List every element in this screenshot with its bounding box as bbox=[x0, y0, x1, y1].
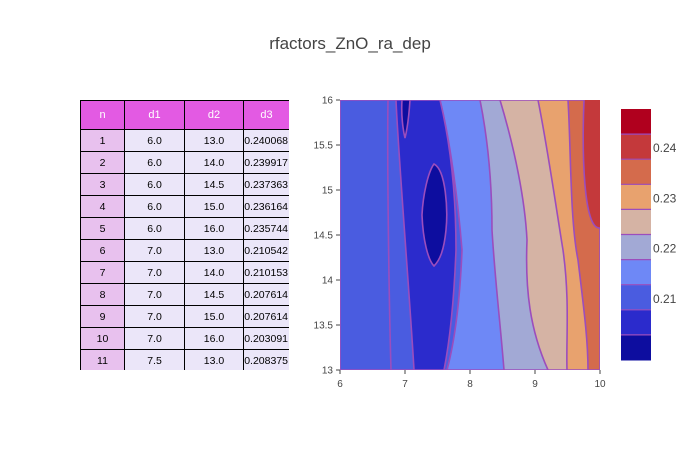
table-cell-d2: 13.0 bbox=[184, 349, 244, 370]
chart-title: rfactors_ZnO_ra_dep bbox=[269, 34, 431, 53]
table-cell-d1: 7.0 bbox=[124, 283, 185, 306]
colorbar-segment bbox=[621, 134, 651, 160]
table-cell-n: 9 bbox=[80, 305, 125, 328]
x-tick-label: 10 bbox=[594, 379, 606, 390]
table-cell-d3: 0.240068 bbox=[243, 129, 289, 152]
colorbar-segment bbox=[621, 284, 651, 311]
colorbar-segment bbox=[621, 334, 651, 361]
colorbar-segment bbox=[621, 159, 651, 185]
x-tick-label: 7 bbox=[402, 379, 408, 390]
table-cell-d2: 13.0 bbox=[184, 129, 244, 152]
table-cell-d1: 6.0 bbox=[124, 217, 185, 240]
y-tick-label: 14 bbox=[322, 276, 334, 287]
table-cell-n: 10 bbox=[80, 327, 125, 350]
contour-fill bbox=[340, 100, 600, 370]
y-tick-label: 15.5 bbox=[314, 141, 334, 152]
table-cell-d2: 14.0 bbox=[184, 261, 244, 284]
table-cell-d3: 0.239917 bbox=[243, 151, 289, 174]
table-cell-d1: 7.0 bbox=[124, 239, 185, 262]
y-tick-label: 13.5 bbox=[314, 321, 334, 332]
column-header-d1: d1 bbox=[124, 100, 185, 130]
table-cell-d3: 0.210542 bbox=[243, 239, 289, 262]
band-4b bbox=[340, 100, 392, 370]
table-cell-d3: 0.210153 bbox=[243, 261, 289, 284]
y-tick-label: 13 bbox=[322, 366, 334, 377]
table-row: 11 7.5 13.0 0.208375 bbox=[80, 349, 289, 370]
y-tick-label: 15 bbox=[322, 186, 334, 197]
table-cell-d2: 15.0 bbox=[184, 195, 244, 218]
table-cell-n: 6 bbox=[80, 239, 125, 262]
table-cell-d2: 14.5 bbox=[184, 283, 244, 306]
table-cell-d2: 13.0 bbox=[184, 239, 244, 262]
table-cell-n: 2 bbox=[80, 151, 125, 174]
colorbar-tick-label: 0.22 bbox=[653, 242, 677, 256]
colorbar-tick-label: 0.23 bbox=[653, 191, 677, 205]
table-row: 7 7.0 14.0 0.210153 bbox=[80, 261, 289, 284]
column-header-d3: d3 bbox=[243, 100, 289, 130]
colorbar-segment bbox=[621, 309, 651, 336]
colorbar-segment bbox=[621, 209, 651, 235]
colorbar-tick-label: 0.21 bbox=[653, 292, 677, 306]
table-cell-d3: 0.207614 bbox=[243, 305, 289, 328]
colorbar-segment bbox=[621, 109, 651, 135]
table-cell-n: 8 bbox=[80, 283, 125, 306]
table-row: 3 6.0 14.5 0.237363 bbox=[80, 173, 289, 196]
table-cell-d3: 0.208375 bbox=[243, 349, 289, 370]
table-header-row: n d1 d2 d3 bbox=[80, 100, 289, 130]
table-cell-n: 11 bbox=[80, 349, 125, 370]
table-cell-d3: 0.203091 bbox=[243, 327, 289, 350]
band-deep-center bbox=[421, 162, 448, 268]
x-tick-label: 9 bbox=[532, 379, 538, 390]
colorbar: 0.21 0.22 0.23 0.24 bbox=[621, 109, 677, 361]
table-row: 2 6.0 14.0 0.239917 bbox=[80, 151, 289, 174]
table-cell-d1: 6.0 bbox=[124, 129, 185, 152]
colorbar-tick-label: 0.24 bbox=[653, 141, 677, 155]
table-cell-d1: 7.5 bbox=[124, 349, 185, 370]
table-cell-d2: 16.0 bbox=[184, 327, 244, 350]
y-tick-label: 16 bbox=[322, 96, 334, 107]
axes: 6 7 8 9 10 13 13.5 14 14.5 15 15.5 16 bbox=[314, 96, 606, 391]
band-deep-top bbox=[400, 100, 411, 139]
table-cell-d2: 16.0 bbox=[184, 217, 244, 240]
colorbar-segment bbox=[621, 259, 651, 286]
table-row: 6 7.0 13.0 0.210542 bbox=[80, 239, 289, 262]
table-cell-d2: 14.0 bbox=[184, 151, 244, 174]
colorbar-segment bbox=[621, 234, 651, 261]
table-row: 4 6.0 15.0 0.236164 bbox=[80, 195, 289, 218]
table-cell-n: 7 bbox=[80, 261, 125, 284]
table-row: 5 6.0 16.0 0.235744 bbox=[80, 217, 289, 240]
data-table: n d1 d2 d3 1 6.0 13.0 0.240068 2 6.0 14.0 0.239… bbox=[80, 100, 289, 370]
colorbar-segment bbox=[621, 184, 651, 210]
table-cell-n: 3 bbox=[80, 173, 125, 196]
x-tick-label: 6 bbox=[337, 379, 343, 390]
y-tick-label: 14.5 bbox=[314, 231, 334, 242]
table-cell-d3: 0.236164 bbox=[243, 195, 289, 218]
x-tick-label: 8 bbox=[467, 379, 473, 390]
table-cell-d1: 6.0 bbox=[124, 151, 185, 174]
